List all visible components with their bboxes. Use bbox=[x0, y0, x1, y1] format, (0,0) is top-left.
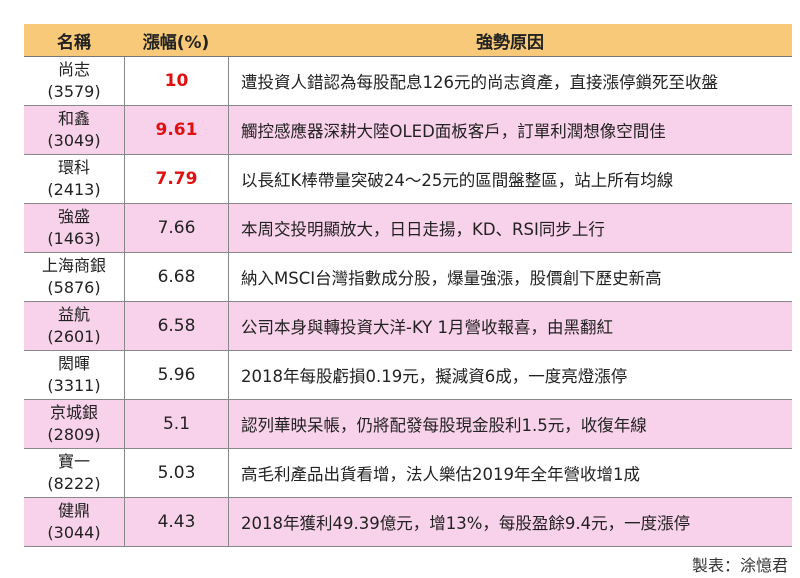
stock-code: (8222) bbox=[47, 474, 101, 493]
table-row: 閎暉 (3311) 5.96 2018年每股虧損0.19元，擬減資6成，一度亮燈漲停 bbox=[24, 351, 792, 400]
stock-code: (3579) bbox=[47, 82, 101, 101]
stock-name: 尚志 bbox=[57, 60, 90, 79]
stock-code: (5876) bbox=[47, 278, 101, 297]
strong-stocks-table: 名稱 漲幅(%) 強勢原因 尚志 (3579) 10 遭投資人錯認為每股配息126元的… bbox=[24, 24, 792, 547]
stock-code: (2413) bbox=[47, 180, 101, 199]
stock-code: (3044) bbox=[47, 523, 101, 542]
table-body: 尚志 (3579) 10 遭投資人錯認為每股配息126元的尚志資產，直接漲停鎖死至收盤… bbox=[24, 57, 792, 547]
stock-name: 寶一 bbox=[57, 452, 90, 471]
stock-cell: 閎暉 (3311) bbox=[24, 351, 124, 399]
strength-reason: 以長紅K棒帶量突破24～25元的區間盤整區，站上所有均線 bbox=[228, 155, 792, 203]
change-percent: 9.61 bbox=[124, 106, 228, 154]
stock-name: 益航 bbox=[57, 305, 90, 324]
stock-code: (1463) bbox=[47, 229, 101, 248]
table-row: 環科 (2413) 7.79 以長紅K棒帶量突破24～25元的區間盤整區，站上所有均線 bbox=[24, 155, 792, 204]
table-row: 益航 (2601) 6.58 公司本身與轉投資大洋-KY 1月營收報喜，由黑翻紅 bbox=[24, 302, 792, 351]
change-percent: 6.58 bbox=[124, 302, 228, 350]
strength-reason: 高毛利產品出貨看增，法人樂估2019年全年營收增1成 bbox=[228, 449, 792, 497]
change-percent: 4.43 bbox=[124, 498, 228, 546]
stock-name: 和鑫 bbox=[57, 109, 90, 128]
stock-name: 上海商銀 bbox=[41, 256, 106, 275]
strength-reason: 公司本身與轉投資大洋-KY 1月營收報喜，由黑翻紅 bbox=[228, 302, 792, 350]
stock-cell: 寶一 (8222) bbox=[24, 449, 124, 497]
stock-cell: 健鼎 (3044) bbox=[24, 498, 124, 546]
table-row: 京城銀 (2809) 5.1 認列華映呆帳，仍將配發每股現金股利1.5元，收復年線 bbox=[24, 400, 792, 449]
change-percent: 5.1 bbox=[124, 400, 228, 448]
table-credit: 製表：涂憶君 bbox=[691, 556, 788, 575]
strength-reason: 本周交投明顯放大，日日走揚，KD、RSI同步上行 bbox=[228, 204, 792, 252]
stock-name: 強盛 bbox=[57, 207, 90, 226]
stock-code: (3311) bbox=[47, 376, 101, 395]
stock-code: (3049) bbox=[47, 131, 101, 150]
stock-cell: 環科 (2413) bbox=[24, 155, 124, 203]
strength-reason: 認列華映呆帳，仍將配發每股現金股利1.5元，收復年線 bbox=[228, 400, 792, 448]
stock-cell: 和鑫 (3049) bbox=[24, 106, 124, 154]
table-row: 寶一 (8222) 5.03 高毛利產品出貨看增，法人樂估2019年全年營收增1成 bbox=[24, 449, 792, 498]
table-row: 上海商銀 (5876) 6.68 納入MSCI台灣指數成分股，爆量強漲，股價創下歷史新… bbox=[24, 253, 792, 302]
table-header: 名稱 漲幅(%) 強勢原因 bbox=[24, 24, 792, 57]
table-row: 和鑫 (3049) 9.61 觸控感應器深耕大陸OLED面板客戶，訂單利潤想像空間佳 bbox=[24, 106, 792, 155]
strength-reason: 遭投資人錯認為每股配息126元的尚志資產，直接漲停鎖死至收盤 bbox=[228, 57, 792, 105]
change-percent: 6.68 bbox=[124, 253, 228, 301]
change-percent: 7.79 bbox=[124, 155, 228, 203]
header-change: 漲幅(%) bbox=[142, 32, 210, 53]
strength-reason: 觸控感應器深耕大陸OLED面板客戶，訂單利潤想像空間佳 bbox=[228, 106, 792, 154]
strength-reason: 納入MSCI台灣指數成分股，爆量強漲，股價創下歷史新高 bbox=[228, 253, 792, 301]
strength-reason: 2018年獲利49.39億元，增13%，每股盈餘9.4元，一度漲停 bbox=[228, 498, 792, 546]
header-name: 名稱 bbox=[57, 32, 91, 53]
table-row: 健鼎 (3044) 4.43 2018年獲利49.39億元，增13%，每股盈餘9.4元… bbox=[24, 498, 792, 547]
change-percent: 10 bbox=[124, 57, 228, 105]
stock-cell: 上海商銀 (5876) bbox=[24, 253, 124, 301]
table-row: 尚志 (3579) 10 遭投資人錯認為每股配息126元的尚志資產，直接漲停鎖死至收盤 bbox=[24, 57, 792, 106]
stock-cell: 尚志 (3579) bbox=[24, 57, 124, 105]
change-percent: 7.66 bbox=[124, 204, 228, 252]
stock-name: 京城銀 bbox=[49, 403, 98, 422]
header-reason: 強勢原因 bbox=[476, 32, 544, 53]
change-percent: 5.96 bbox=[124, 351, 228, 399]
stock-name: 閎暉 bbox=[57, 354, 90, 373]
stock-name: 環科 bbox=[57, 158, 90, 177]
strength-reason: 2018年每股虧損0.19元，擬減資6成，一度亮燈漲停 bbox=[228, 351, 792, 399]
stock-cell: 益航 (2601) bbox=[24, 302, 124, 350]
stock-name: 健鼎 bbox=[57, 501, 90, 520]
change-percent: 5.03 bbox=[124, 449, 228, 497]
stock-code: (2601) bbox=[47, 327, 101, 346]
stock-code: (2809) bbox=[47, 425, 101, 444]
stock-cell: 強盛 (1463) bbox=[24, 204, 124, 252]
stock-cell: 京城銀 (2809) bbox=[24, 400, 124, 448]
table-row: 強盛 (1463) 7.66 本周交投明顯放大，日日走揚，KD、RSI同步上行 bbox=[24, 204, 792, 253]
